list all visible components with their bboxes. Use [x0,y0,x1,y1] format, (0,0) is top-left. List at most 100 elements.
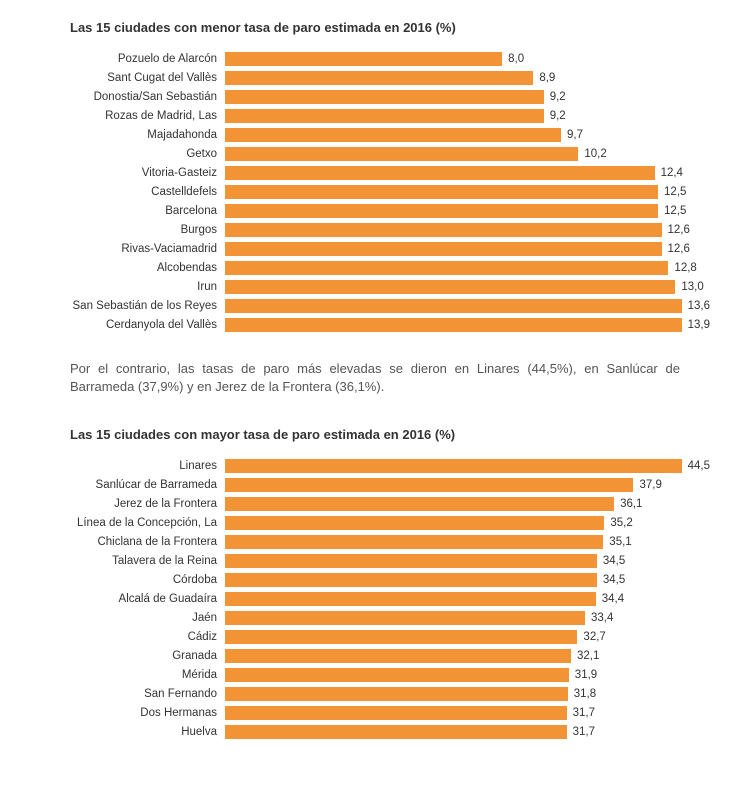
bar-label: Donostia/San Sebastián [30,91,225,103]
bar-label: San Fernando [30,688,225,700]
bar-label: Línea de la Concepción, La [30,517,225,529]
bar-area: 31,9 [225,668,710,682]
bar [225,261,668,275]
bar-value: 34,5 [603,555,625,567]
bar-value: 31,8 [574,688,596,700]
bar-area: 34,5 [225,554,710,568]
bar [225,592,596,606]
bar-area: 12,6 [225,242,710,256]
bar [225,706,567,720]
bar-label: Chiclana de la Frontera [30,536,225,548]
bar-value: 37,9 [639,479,661,491]
bar-row: Huelva31,7 [30,722,710,741]
bar-label: Linares [30,460,225,472]
bar-area: 12,8 [225,261,710,275]
bar-row: Vitoria-Gasteiz12,4 [30,163,710,182]
bar-value: 13,9 [688,319,710,331]
bar-area: 13,6 [225,299,710,313]
bar-value: 32,7 [583,631,605,643]
bar-label: Sanlúcar de Barrameda [30,479,225,491]
bar-value: 12,5 [664,205,686,217]
bar-area: 8,9 [225,71,710,85]
bar-row: Línea de la Concepción, La35,2 [30,513,710,532]
bar-row: Burgos12,6 [30,220,710,239]
bar-row: Alcobendas12,8 [30,258,710,277]
bar-value: 12,4 [661,167,683,179]
bar-label: Cádiz [30,631,225,643]
bar-label: Dos Hermanas [30,707,225,719]
bar-value: 12,6 [668,243,690,255]
bar-area: 9,7 [225,128,710,142]
bar-row: Barcelona 12,5 [30,201,710,220]
bar [225,573,597,587]
bar [225,687,568,701]
bar-area: 36,1 [225,497,710,511]
bar-row: Granada32,1 [30,646,710,665]
bar [225,147,578,161]
bar-value: 13,6 [688,300,710,312]
bar-area: 31,7 [225,725,710,739]
bar-label: Huelva [30,726,225,738]
bar [225,128,561,142]
bar-area: 33,4 [225,611,710,625]
bar-value: 33,4 [591,612,613,624]
bar-row: Donostia/San Sebastián9,2 [30,87,710,106]
bar [225,611,585,625]
bar [225,204,658,218]
bar-value: 31,9 [575,669,597,681]
chart1-title: Las 15 ciudades con menor tasa de paro e… [70,20,710,35]
bar-label: Cerdanyola del Vallès [30,319,225,331]
bar [225,554,597,568]
bar-area: 32,1 [225,649,710,663]
bar-row: Chiclana de la Frontera35,1 [30,532,710,551]
chart2-rows: Linares44,5Sanlúcar de Barrameda37,9Jere… [30,456,710,741]
bar-area: 31,8 [225,687,710,701]
bar [225,649,571,663]
bar-value: 12,5 [664,186,686,198]
bar-value: 34,4 [602,593,624,605]
bar-area: 35,1 [225,535,710,549]
bar-label: Talavera de la Reina [30,555,225,567]
bar-label: Córdoba [30,574,225,586]
bar [225,71,533,85]
bar-label: Rivas-Vaciamadrid [30,243,225,255]
bar-label: Mérida [30,669,225,681]
bar [225,242,662,256]
bar [225,478,633,492]
bar-row: Cádiz 32,7 [30,627,710,646]
bar-label: Barcelona [30,205,225,217]
bar-row: Irun13,0 [30,277,710,296]
chart1-rows: Pozuelo de Alarcón8,0Sant Cugat del Vall… [30,49,710,334]
bar-row: Castelldefels 12,5 [30,182,710,201]
bar-value: 13,0 [681,281,703,293]
bar-area: 13,9 [225,318,710,332]
bar [225,185,658,199]
bar-value: 12,6 [668,224,690,236]
bar-value: 12,8 [674,262,696,274]
bar-value: 9,2 [550,110,566,122]
bar [225,318,682,332]
bar-area: 44,5 [225,459,710,473]
bar-value: 36,1 [620,498,642,510]
bar-area: 9,2 [225,90,710,104]
bar-label: San Sebastián de los Reyes [30,300,225,312]
bar-value: 34,5 [603,574,625,586]
bar-row: Cerdanyola del Vallès 13,9 [30,315,710,334]
bar-row: Córdoba 34,5 [30,570,710,589]
bar [225,459,682,473]
bar-label: Sant Cugat del Vallès [30,72,225,84]
bar-row: Dos Hermanas31,7 [30,703,710,722]
bar [225,166,655,180]
bar-row: Rivas-Vaciamadrid 12,6 [30,239,710,258]
bar [225,299,682,313]
chart-highest-unemployment: Las 15 ciudades con mayor tasa de paro e… [30,427,710,741]
bar-area: 8,0 [225,52,710,66]
bar-area: 12,6 [225,223,710,237]
bar-area: 31,7 [225,706,710,720]
chart2-title: Las 15 ciudades con mayor tasa de paro e… [70,427,710,442]
bar-area: 35,2 [225,516,710,530]
bar-row: Sant Cugat del Vallès8,9 [30,68,710,87]
bar-area: 13,0 [225,280,710,294]
bar-label: Castelldefels [30,186,225,198]
bar-label: Majadahonda [30,129,225,141]
